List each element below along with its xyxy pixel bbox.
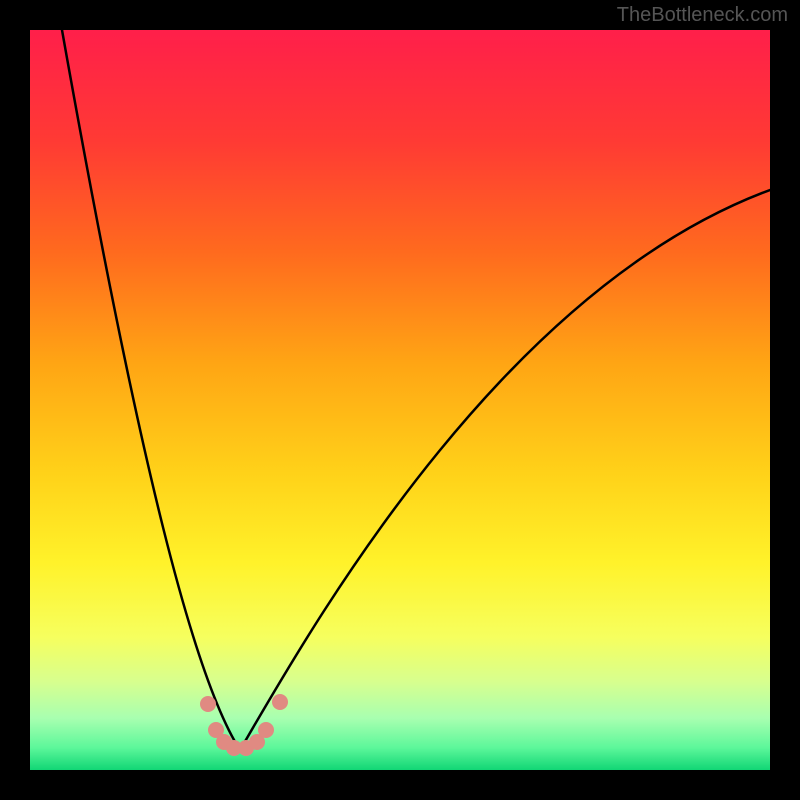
chart-plot-area xyxy=(30,30,770,770)
optimum-marker xyxy=(272,694,288,710)
bottleneck-curve-right xyxy=(240,190,770,750)
optimum-markers-group xyxy=(200,694,288,756)
watermark-text: TheBottleneck.com xyxy=(617,4,788,27)
optimum-marker xyxy=(200,696,216,712)
chart-curves-layer xyxy=(30,30,770,770)
bottleneck-curve-left xyxy=(62,30,240,750)
optimum-marker xyxy=(258,722,274,738)
